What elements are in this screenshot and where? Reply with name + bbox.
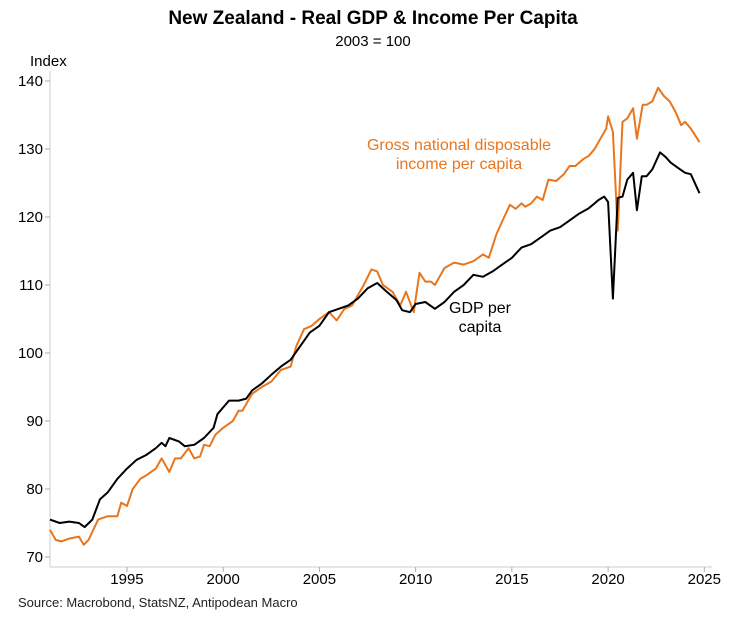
x-tick-label: 1995: [110, 571, 143, 588]
y-tick-label: 110: [19, 277, 43, 294]
series-line: [49, 151, 701, 529]
x-tick-label: 2015: [495, 571, 528, 588]
chart-title: New Zealand - Real GDP & Income Per Capi…: [168, 8, 578, 29]
y-tick-label: 100: [18, 345, 43, 362]
x-tick-label: 2020: [591, 571, 624, 588]
source-note: Source: Macrobond, StatsNZ, Antipodean M…: [18, 595, 298, 610]
y-axis-label: Index: [30, 53, 67, 70]
y-tick-label: 140: [18, 73, 43, 90]
x-tick-label: 2005: [303, 571, 336, 588]
y-tick-label: 120: [18, 209, 43, 226]
y-tick-label: 130: [18, 141, 43, 158]
x-tick-label: 2010: [399, 571, 432, 588]
y-tick-label: 90: [26, 413, 43, 430]
series-label: GDP per: [449, 300, 512, 317]
series-line: [49, 86, 701, 546]
y-tick-label: 80: [26, 481, 43, 498]
series-label: income per capita: [396, 156, 522, 173]
x-tick-label: 2000: [207, 571, 240, 588]
x-tick-label: 2025: [688, 571, 721, 588]
series-label: capita: [459, 319, 502, 336]
series-label: Gross national disposable: [367, 137, 551, 154]
y-tick-label: 70: [26, 549, 43, 566]
chart-subtitle: 2003 = 100: [335, 33, 411, 50]
